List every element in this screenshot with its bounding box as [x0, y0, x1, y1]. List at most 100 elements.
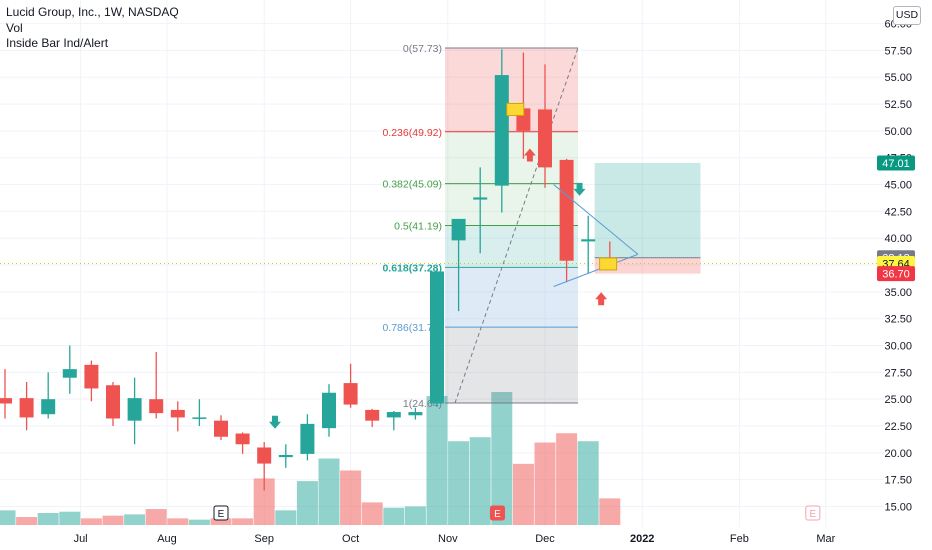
price-label-value: 36.70 — [882, 269, 910, 281]
volume-bar — [232, 518, 254, 525]
candle-body — [538, 109, 552, 168]
volume-bar — [102, 515, 124, 525]
price-tick-label: 35.00 — [884, 287, 912, 299]
fib-level-label: 0.5(41.19) — [394, 220, 442, 232]
earnings-badge — [213, 505, 229, 521]
volume-bar — [556, 433, 578, 525]
candlesticks — [0, 49, 617, 491]
candle-body — [300, 423, 315, 454]
fibonacci-retracement[interactable]: 0(57.73) 0.236(49.92) 0.382(45.09) 0.5(41.1… — [382, 43, 579, 410]
buy-signal-icon — [523, 148, 536, 162]
volume-bar — [59, 511, 81, 525]
candle-body — [386, 412, 401, 418]
fib-level-label: 0.236(49.92) — [382, 127, 442, 139]
candle-body — [170, 409, 185, 418]
fib-level-label: 0.786(31.72) — [382, 322, 442, 334]
candle-body — [127, 398, 142, 421]
candle-body — [430, 271, 444, 404]
volume-bar — [599, 498, 621, 525]
fib-zone — [445, 267, 578, 328]
price-tick-label: 55.00 — [884, 72, 912, 84]
time-tick-label: Jul — [74, 533, 88, 545]
volume-bar — [426, 395, 448, 525]
candle-body — [581, 239, 596, 242]
price-label-value: 47.01 — [882, 158, 910, 170]
fib-zone — [445, 47, 578, 132]
candle-body — [62, 369, 77, 378]
time-tick-label: Nov — [438, 533, 458, 545]
candle-body — [19, 398, 34, 418]
volume-bars — [0, 392, 621, 525]
signal-markers — [269, 148, 608, 429]
position-target-zone — [594, 162, 701, 258]
price-label-tag — [877, 155, 915, 171]
price-tick-label: 30.00 — [884, 341, 912, 353]
price-axis[interactable]: 15.00 17.50 20.00 22.50 25.00 27.50 30.00 32.50… — [877, 19, 915, 514]
price-tick-label: 32.50 — [884, 314, 912, 326]
volume-bar — [577, 441, 599, 525]
price-label-tag — [877, 266, 915, 282]
candle-body — [451, 218, 466, 241]
earnings-badge-label: E — [218, 509, 225, 520]
fib-zone — [445, 225, 578, 268]
earnings-event-icon: E — [213, 505, 229, 521]
candle-body — [365, 409, 380, 421]
currency-button[interactable]: USD — [893, 6, 921, 25]
candle-body — [408, 412, 423, 416]
long-position-tool[interactable] — [0, 162, 884, 274]
volume-bar — [340, 470, 362, 525]
volume-bar — [318, 458, 340, 525]
earnings-badge-label: E — [810, 509, 817, 520]
candle-body — [235, 433, 250, 445]
price-tick-label: 45.00 — [884, 180, 912, 192]
indicator-inside-bar-label[interactable]: Inside Bar Ind/Alert — [6, 36, 109, 50]
symbol-title[interactable]: Lucid Group, Inc., 1W, NASDAQ — [6, 5, 179, 19]
candle-body — [41, 399, 56, 415]
price-tick-label: 25.00 — [884, 394, 912, 406]
price-tick-label: 57.50 — [884, 45, 912, 57]
triangle-lower-line — [553, 253, 639, 287]
volume-bar — [491, 392, 513, 525]
candle-body — [0, 398, 12, 404]
buy-signal-icon — [595, 292, 608, 306]
time-tick-label: Feb — [730, 533, 749, 545]
drawings[interactable] — [506, 102, 639, 287]
position-stop-zone — [594, 257, 701, 274]
fib-level-label: 0.382(45.09) — [382, 179, 442, 191]
volume-bar — [0, 510, 16, 525]
price-tick-label: 50.00 — [884, 126, 912, 138]
fib-zone — [445, 183, 578, 226]
volume-bar — [296, 481, 318, 525]
triangle-upper-line — [553, 184, 639, 255]
legend: Lucid Group, Inc., 1W, NASDAQ Vol Inside… — [6, 5, 179, 52]
price-tick-label: 20.00 — [884, 448, 912, 460]
candle-body — [343, 383, 358, 405]
price-tick-label: 40.00 — [884, 233, 912, 245]
volume-bar — [361, 502, 383, 525]
earnings-badge-label: E — [494, 509, 501, 520]
volume-bar — [124, 514, 146, 525]
volume-bar — [145, 509, 167, 525]
candle-body — [214, 420, 228, 437]
sell-signal-icon — [573, 182, 586, 196]
volume-bar — [469, 437, 491, 525]
price-tick-label: 15.00 — [884, 502, 912, 514]
time-tick-label: 2022 — [630, 533, 654, 545]
volume-bar — [37, 513, 59, 525]
candle-body — [322, 392, 336, 429]
time-tick-label: Dec — [535, 533, 555, 545]
time-axis[interactable]: Jul Aug Sep Oct Nov Dec 2022 Feb Mar — [74, 533, 836, 545]
candle-body — [559, 159, 574, 261]
inside-bar-box — [599, 257, 618, 271]
indicator-volume-label[interactable]: Vol — [6, 20, 23, 35]
candle-body — [149, 399, 164, 414]
volume-bar — [404, 506, 426, 525]
candle-body — [494, 75, 509, 186]
inside-bar-box — [506, 102, 525, 116]
price-tick-label: 42.50 — [884, 206, 912, 218]
fib-level-label: 0(57.73) — [403, 43, 442, 55]
fib-zone — [445, 131, 578, 184]
candle-body — [192, 417, 207, 419]
